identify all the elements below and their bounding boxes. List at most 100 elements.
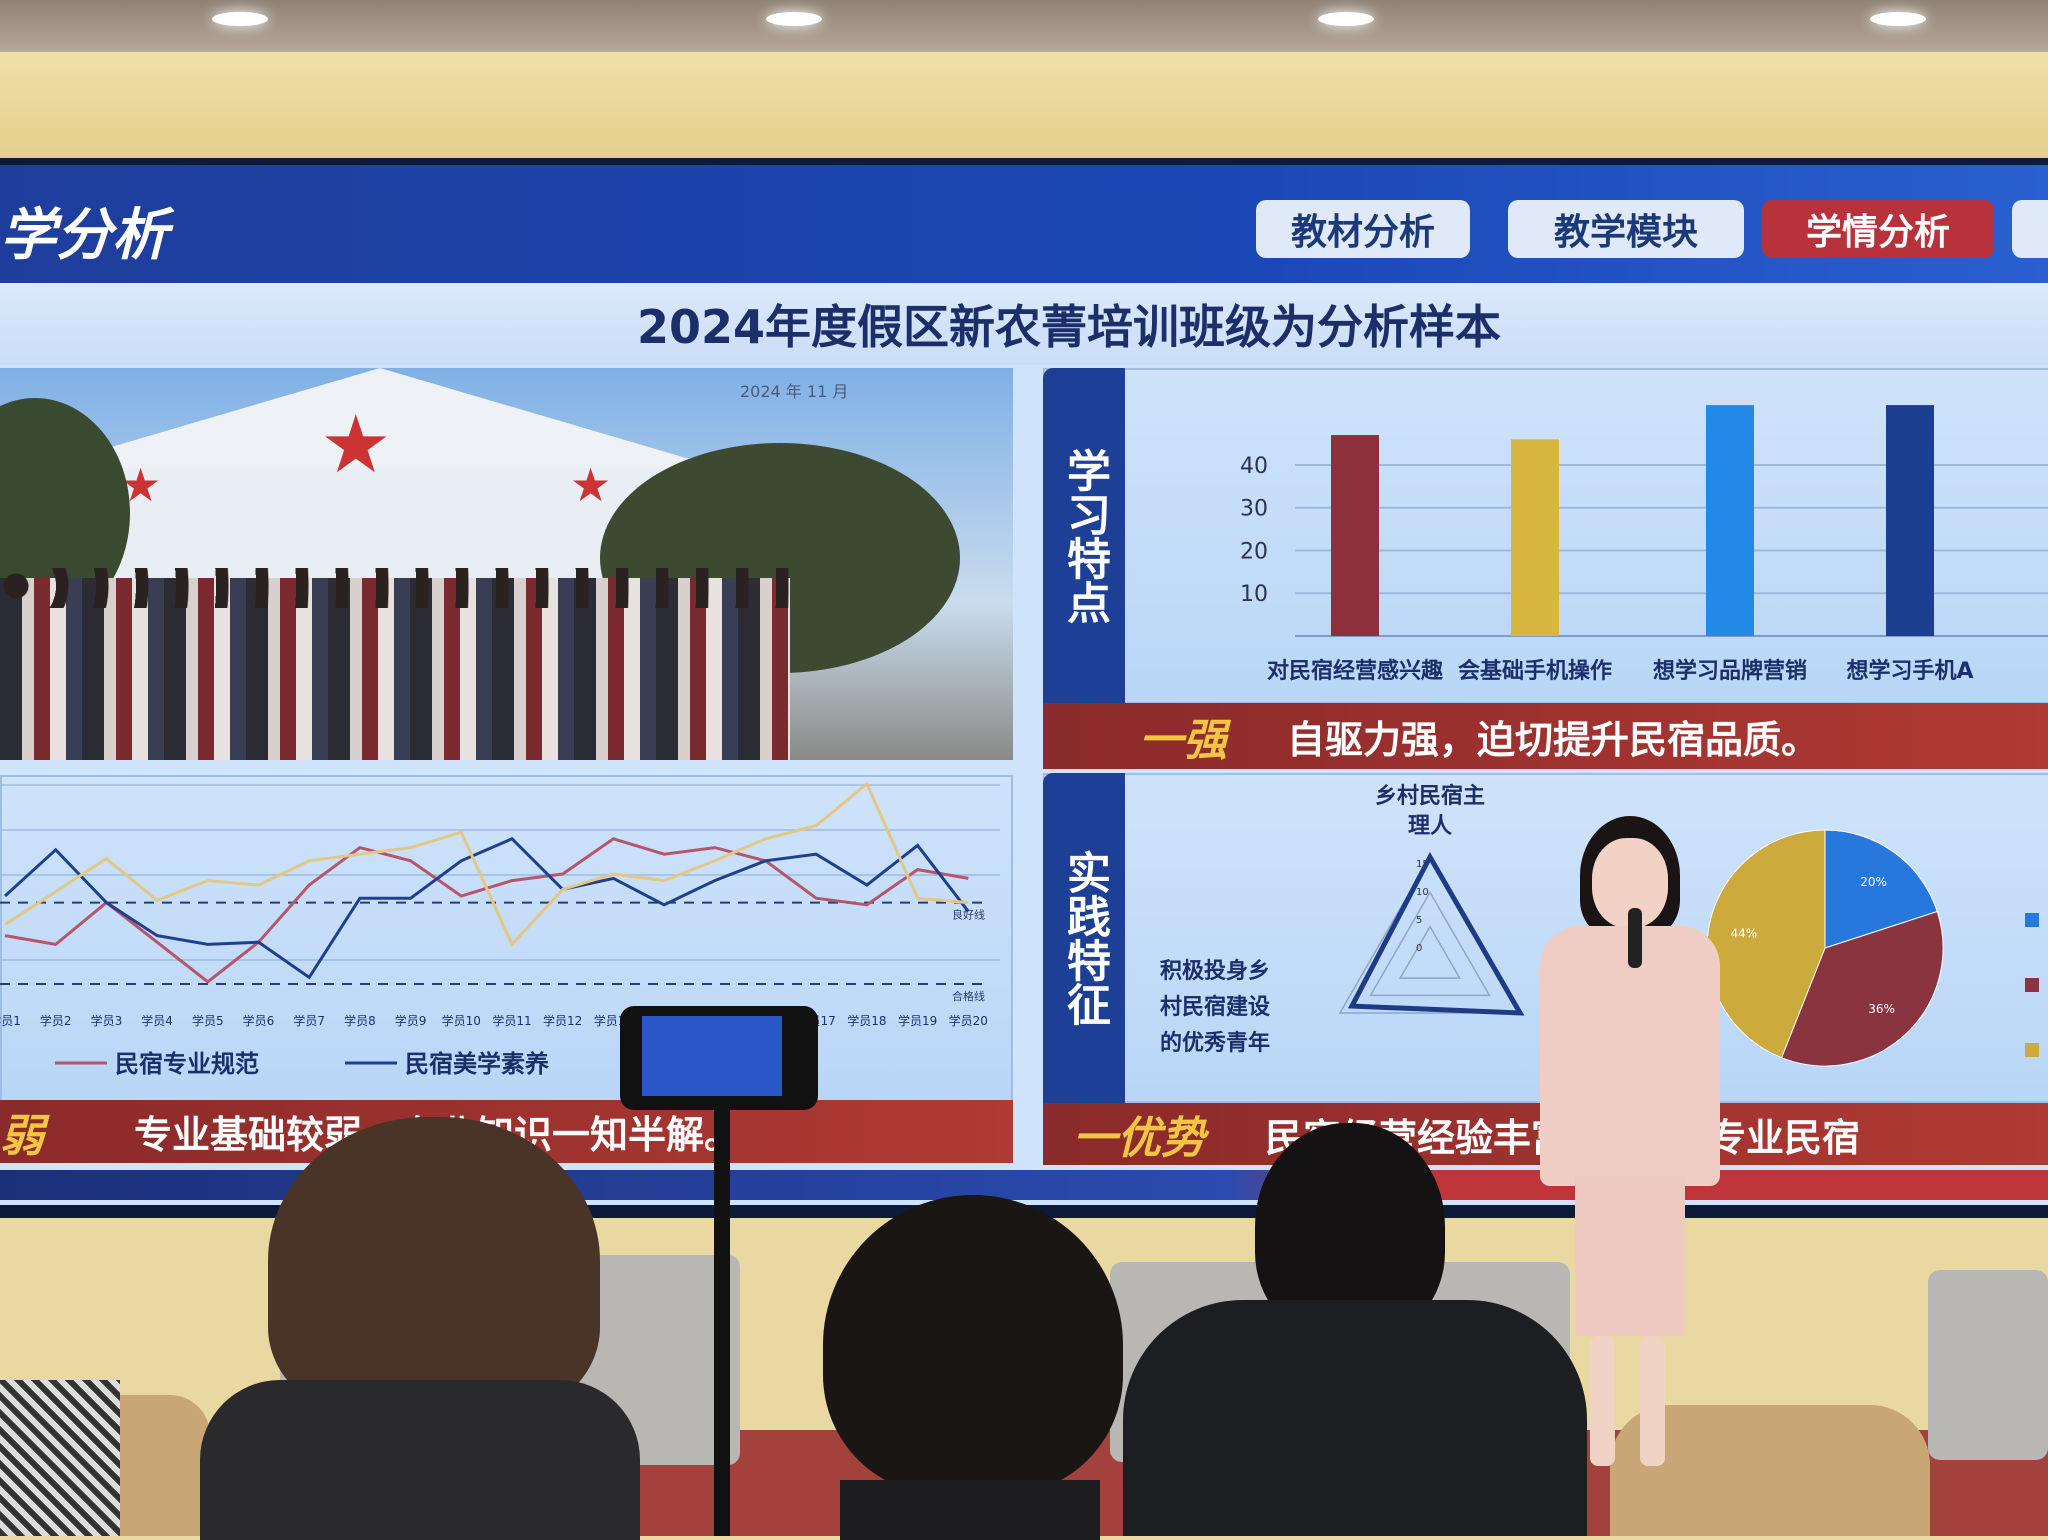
x-tick-label: 学员18 bbox=[847, 1013, 886, 1028]
pie-slice bbox=[1706, 829, 1826, 1059]
speaker-jacket bbox=[1540, 926, 1720, 1186]
ceiling-light bbox=[1870, 12, 1926, 26]
radar-axis-label: 积极投身乡 bbox=[1160, 958, 1270, 984]
slide-title: 学分析 bbox=[0, 203, 168, 268]
wall-panel bbox=[0, 52, 2048, 162]
banner-key: 弱 bbox=[0, 1110, 44, 1162]
radar-grid bbox=[1338, 855, 1522, 1014]
y-tick-label: 40 bbox=[1240, 454, 1268, 479]
audience-body bbox=[200, 1380, 640, 1540]
group-photo: 2024 年 11 月 ★ ★ ★ bbox=[0, 368, 1013, 760]
red-star-icon: ★ bbox=[570, 458, 612, 512]
radar-grid bbox=[1369, 890, 1491, 997]
x-tick-label: 学员1 bbox=[0, 1013, 21, 1028]
x-tick-label: 学员19 bbox=[898, 1013, 937, 1028]
x-tick-label: 会基础手机操作 bbox=[1458, 658, 1612, 684]
practice-features-label: 实践特征 bbox=[1043, 773, 1125, 1103]
group-of-people bbox=[0, 578, 790, 760]
audience-shoulder bbox=[0, 1380, 120, 1536]
banner-key: 一优势 bbox=[1073, 1113, 1205, 1164]
reference-line-label: 合格线 bbox=[952, 989, 985, 1003]
red-star-icon: ★ bbox=[320, 398, 392, 491]
audience-body bbox=[1123, 1300, 1587, 1536]
learning-features-label: 学习特点 bbox=[1043, 368, 1125, 704]
tripod-pole bbox=[714, 1100, 730, 1536]
phone-screen bbox=[642, 1016, 782, 1096]
ceiling-light bbox=[766, 12, 822, 26]
legend-label: 民宿专业规范 bbox=[115, 1050, 259, 1078]
radar-axis-label: 村民宿建设 bbox=[1160, 994, 1270, 1020]
x-tick-label: 学员3 bbox=[91, 1013, 123, 1028]
series-line bbox=[4, 781, 969, 948]
audience-head bbox=[823, 1195, 1123, 1495]
bar bbox=[1706, 405, 1754, 636]
radar-tick-label: 5 bbox=[1416, 915, 1422, 926]
radar-tick-label: 10 bbox=[1416, 887, 1429, 898]
x-tick-label: 学员8 bbox=[344, 1013, 376, 1028]
x-tick-label: 学员4 bbox=[141, 1013, 173, 1028]
x-tick-label: 学员5 bbox=[192, 1013, 224, 1028]
audience-head bbox=[268, 1117, 600, 1417]
x-tick-label: 学员2 bbox=[40, 1013, 72, 1028]
bar bbox=[1511, 439, 1559, 636]
speaker-skirt bbox=[1575, 1176, 1685, 1336]
speaker-leg bbox=[1590, 1336, 1615, 1466]
legend-label: 民宿美学素养 bbox=[405, 1050, 549, 1078]
x-tick-label: 学员7 bbox=[293, 1013, 325, 1028]
slide-subtitle-bar: 2024年度假区新农菁培训班级为分析样本 bbox=[0, 283, 2048, 365]
pie-slice bbox=[1824, 829, 1938, 949]
pie-label: 44% bbox=[1731, 927, 1758, 941]
radar-series bbox=[1347, 851, 1525, 1016]
radar-tick-label: 0 bbox=[1416, 943, 1422, 954]
phone-recording bbox=[620, 1006, 818, 1110]
microphone-icon bbox=[1628, 908, 1642, 968]
tab-teaching-modules[interactable]: 教学模块 bbox=[1508, 200, 1744, 258]
radar-axis-label: 的优秀青年 bbox=[1160, 1030, 1270, 1056]
bar bbox=[1886, 405, 1934, 636]
bar-chart: 10 20 30 40 对民宿经营感兴趣 会基础手机操作 想学习品牌营销 想学习手机A bbox=[1240, 405, 2048, 684]
pie-label: 36% bbox=[1868, 1002, 1895, 1016]
chair-back bbox=[1928, 1270, 2048, 1460]
ceiling bbox=[0, 0, 2048, 52]
radar-tick-label: 15 bbox=[1416, 859, 1429, 870]
reference-line-label: 良好线 bbox=[952, 908, 985, 922]
radar-axis-label: 理人 bbox=[1408, 814, 1452, 839]
radar-axis-label: 乡村民宿主 bbox=[1375, 783, 1485, 809]
pie-label: 20% bbox=[1860, 875, 1887, 889]
legend-swatch bbox=[2025, 1043, 2039, 1057]
line-chart: 良好线合格线学员1 学员2 学员3 学员4 学员5 学员6 学员7 学员8 学员9 学员10 学员1… bbox=[0, 781, 1000, 1078]
ceiling-light bbox=[212, 12, 268, 26]
x-tick-label: 想学习手机A bbox=[1846, 658, 1973, 684]
x-tick-label: 学员9 bbox=[395, 1013, 427, 1028]
speaker bbox=[1520, 816, 1740, 1466]
audience-body bbox=[840, 1480, 1100, 1540]
x-tick-label: 学员12 bbox=[543, 1013, 582, 1028]
y-tick-label: 20 bbox=[1240, 539, 1268, 564]
x-tick-label: 学员11 bbox=[492, 1013, 531, 1028]
slide-subtitle: 2024年度假区新农菁培训班级为分析样本 bbox=[636, 300, 1502, 354]
y-tick-label: 10 bbox=[1240, 582, 1268, 607]
x-tick-label: 学员10 bbox=[442, 1013, 481, 1028]
radar-grid bbox=[1398, 925, 1462, 979]
banner-key: 一强 bbox=[1139, 715, 1227, 766]
legend-swatch bbox=[2025, 978, 2039, 992]
legend-swatch bbox=[2025, 913, 2039, 927]
speaker-leg bbox=[1640, 1336, 1665, 1466]
x-tick-label: 学员6 bbox=[243, 1013, 275, 1028]
x-tick-label: 想学习品牌营销 bbox=[1653, 658, 1807, 684]
x-tick-label: 对民宿经营感兴趣 bbox=[1267, 658, 1443, 684]
x-tick-label: 学员20 bbox=[949, 1013, 988, 1028]
pie-slice bbox=[1780, 910, 1944, 1067]
banner-text: 自驱力强，迫切提升民宿品质。 bbox=[1287, 717, 1820, 762]
tab-learner-analysis[interactable]: 学情分析 bbox=[1762, 200, 1994, 258]
tab-next[interactable] bbox=[2012, 200, 2048, 258]
people-heads bbox=[0, 568, 790, 608]
building-roof bbox=[40, 368, 720, 468]
series-line bbox=[3, 837, 970, 980]
bar bbox=[1331, 435, 1379, 636]
tab-textbook-analysis[interactable]: 教材分析 bbox=[1256, 200, 1470, 258]
learning-banner: 一强 自驱力强，迫切提升民宿品质。 bbox=[1043, 703, 2048, 769]
photo-date: 2024 年 11 月 bbox=[740, 382, 849, 401]
y-tick-label: 30 bbox=[1240, 497, 1268, 522]
